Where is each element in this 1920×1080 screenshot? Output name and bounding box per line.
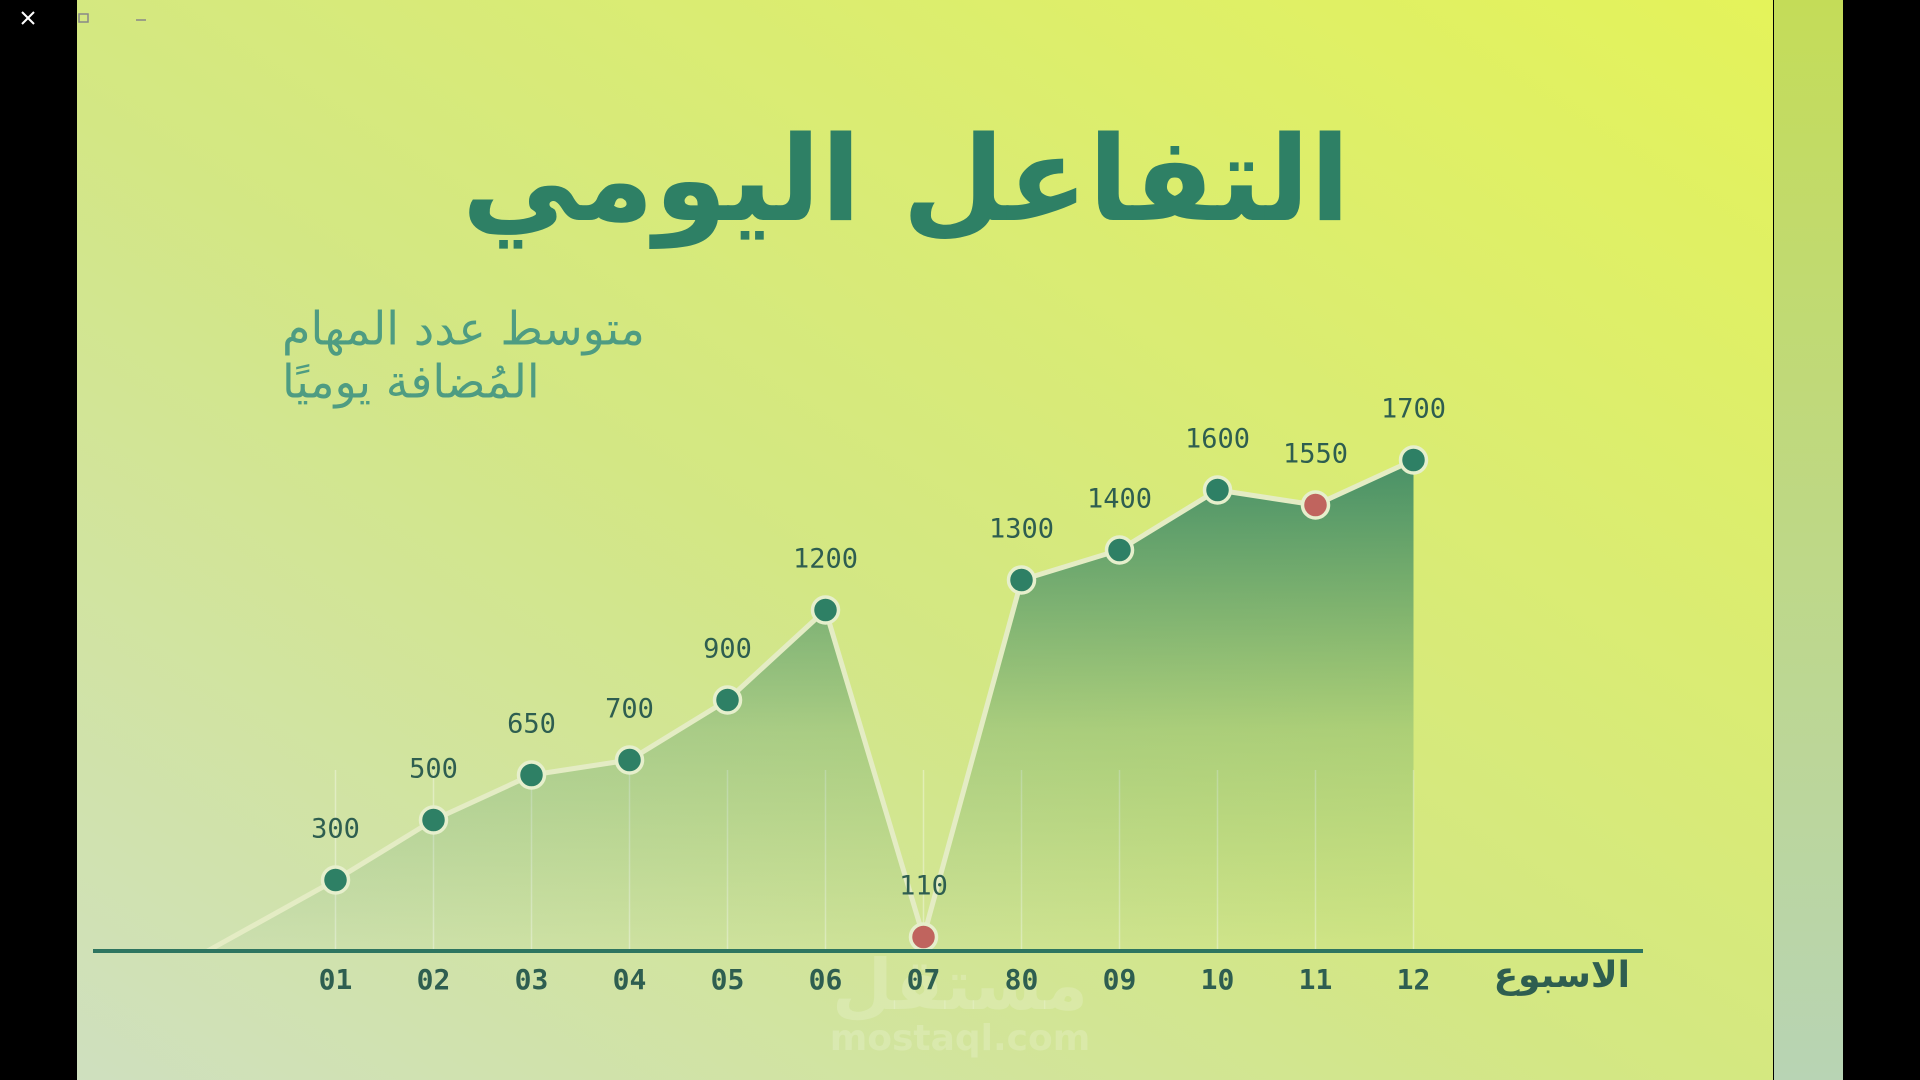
point	[1006, 565, 1037, 595]
value-label: 1400	[1087, 484, 1152, 515]
value-label: 500	[409, 754, 458, 785]
point	[810, 595, 841, 625]
watermark: mostaql.com	[830, 1018, 1091, 1059]
value-label: 1200	[793, 544, 858, 575]
point	[1398, 445, 1429, 475]
point	[712, 685, 743, 715]
value-label: 1700	[1381, 394, 1446, 425]
subtitle-line: متوسط عدد المهام	[282, 302, 645, 357]
point	[614, 745, 645, 775]
value-label: 1550	[1283, 439, 1348, 470]
x-tick-label: 04	[613, 963, 647, 996]
chart-title: التفاعل اليومي	[462, 110, 1351, 249]
x-tick-label: 02	[417, 963, 451, 996]
point	[1202, 475, 1233, 505]
value-label: 650	[507, 709, 556, 740]
x-tick-label: 07	[907, 963, 941, 996]
x-tick-label: 10	[1201, 963, 1235, 996]
watermark: مستقل	[832, 944, 1088, 1026]
value-label: 700	[605, 694, 654, 725]
point	[1104, 535, 1135, 565]
value-label: 300	[311, 814, 360, 845]
x-tick-label: 12	[1397, 963, 1431, 996]
x-tick-label: 05	[711, 963, 745, 996]
x-tick-label: 06	[809, 963, 843, 996]
close-button[interactable]	[21, 11, 35, 25]
point	[516, 760, 547, 790]
restore-button[interactable]	[78, 13, 89, 23]
x-tick-label: 11	[1299, 963, 1333, 996]
point	[320, 865, 351, 895]
x-axis-label: الاسبوع	[1494, 955, 1630, 996]
x-tick-label: 09	[1103, 963, 1137, 996]
point	[418, 805, 449, 835]
point	[908, 922, 939, 952]
area	[207, 460, 1414, 951]
value-label: 110	[899, 871, 948, 902]
value-label: 1600	[1185, 424, 1250, 455]
x-tick-label: 01	[319, 963, 353, 996]
x-tick-label: 03	[515, 963, 549, 996]
x-tick-label: 80	[1005, 963, 1039, 996]
side-panel	[1774, 0, 1843, 1080]
value-label: 900	[703, 634, 752, 665]
point	[1300, 490, 1331, 520]
subtitle-line: المُضافة يوميًا	[282, 355, 540, 410]
value-label: 1300	[989, 514, 1054, 545]
